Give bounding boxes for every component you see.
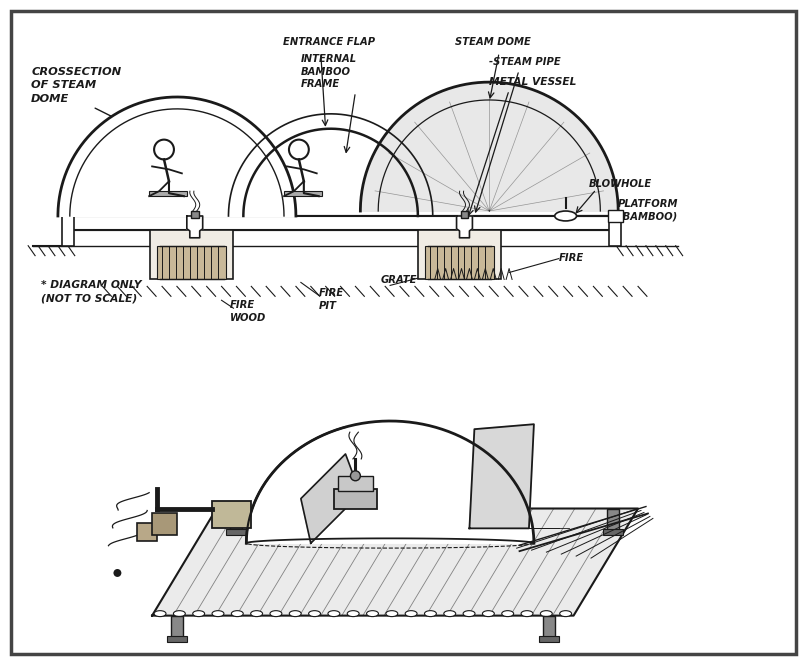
Text: FIRE
WOOD: FIRE WOOD	[229, 301, 266, 323]
Circle shape	[350, 471, 361, 481]
Bar	[424, 246, 494, 279]
Bar	[150, 230, 233, 279]
Bar	[608, 210, 623, 222]
Bar	[167, 636, 187, 642]
Polygon shape	[58, 97, 296, 216]
Ellipse shape	[560, 610, 571, 616]
Ellipse shape	[347, 610, 359, 616]
Ellipse shape	[521, 610, 533, 616]
Ellipse shape	[386, 610, 398, 616]
Polygon shape	[301, 454, 361, 543]
Text: * DIAGRAM ONLY
(NOT TO SCALE): * DIAGRAM ONLY (NOT TO SCALE)	[41, 281, 142, 304]
Polygon shape	[361, 82, 618, 211]
Circle shape	[154, 140, 174, 160]
Polygon shape	[470, 424, 534, 529]
Text: -STEAM PIPE: -STEAM PIPE	[489, 57, 561, 67]
Ellipse shape	[483, 610, 495, 616]
Ellipse shape	[463, 610, 475, 616]
Bar	[543, 616, 554, 640]
Text: GRATE: GRATE	[380, 275, 416, 285]
Text: FIRE: FIRE	[558, 253, 584, 263]
Ellipse shape	[405, 610, 417, 616]
Bar	[68, 216, 618, 230]
Text: ENTRANCE FLAP: ENTRANCE FLAP	[283, 37, 375, 47]
Ellipse shape	[308, 610, 320, 616]
Ellipse shape	[424, 610, 437, 616]
Bar	[62, 216, 73, 246]
Ellipse shape	[270, 610, 282, 616]
Text: BLOWHOLE: BLOWHOLE	[588, 180, 652, 190]
Polygon shape	[246, 421, 534, 543]
Ellipse shape	[251, 610, 262, 616]
Bar	[227, 529, 246, 535]
Circle shape	[114, 569, 121, 577]
Bar	[539, 636, 558, 642]
Polygon shape	[457, 216, 472, 238]
Bar	[284, 192, 322, 196]
Bar	[152, 513, 177, 535]
Ellipse shape	[154, 610, 166, 616]
Text: FIRE
PIT: FIRE PIT	[319, 289, 344, 311]
Bar	[609, 216, 621, 246]
Text: STEAM DOME: STEAM DOME	[454, 37, 530, 47]
Bar	[137, 523, 157, 541]
Bar	[337, 475, 374, 491]
Text: METAL VESSEL: METAL VESSEL	[489, 77, 577, 87]
Bar	[333, 489, 377, 509]
Ellipse shape	[193, 610, 205, 616]
Bar	[418, 230, 501, 279]
Text: INTERNAL
BAMBOO
FRAME: INTERNAL BAMBOO FRAME	[301, 55, 357, 89]
Polygon shape	[187, 216, 203, 238]
Ellipse shape	[232, 610, 243, 616]
Ellipse shape	[541, 610, 552, 616]
Bar	[608, 509, 619, 533]
Bar	[461, 211, 468, 218]
Text: PLATFORM
(BAMBOO): PLATFORM (BAMBOO)	[618, 199, 679, 221]
Bar	[149, 192, 187, 196]
Circle shape	[289, 140, 309, 160]
Ellipse shape	[444, 610, 456, 616]
Ellipse shape	[502, 610, 513, 616]
Ellipse shape	[289, 610, 301, 616]
Ellipse shape	[212, 610, 224, 616]
Bar	[604, 529, 623, 535]
Ellipse shape	[174, 610, 186, 616]
Bar	[190, 211, 199, 218]
Bar	[211, 501, 251, 529]
Ellipse shape	[366, 610, 378, 616]
Ellipse shape	[328, 610, 340, 616]
Text: CROSSECTION
OF STEAM
DOME: CROSSECTION OF STEAM DOME	[31, 67, 121, 104]
Ellipse shape	[554, 211, 576, 221]
Bar	[68, 216, 618, 230]
Bar	[157, 246, 227, 279]
Bar	[231, 509, 242, 533]
Polygon shape	[152, 509, 638, 616]
Bar	[171, 616, 183, 640]
